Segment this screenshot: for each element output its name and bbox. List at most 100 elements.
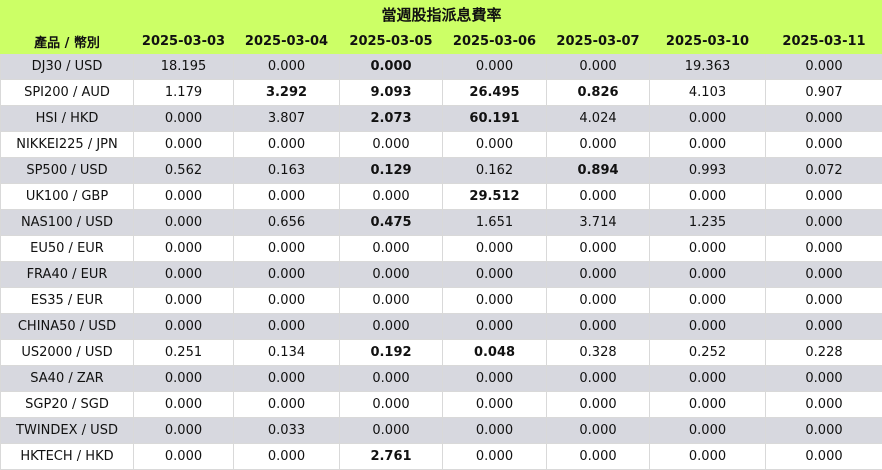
rate-cell: 0.000 [234,392,340,418]
rate-cell: 0.000 [340,236,443,262]
rate-cell: 0.000 [766,392,882,418]
rate-cell: 0.000 [650,106,766,132]
rate-cell: 0.000 [134,210,234,236]
rate-cell: 0.000 [443,444,547,470]
rate-cell: 3.714 [547,210,650,236]
rate-cell: 0.000 [650,132,766,158]
product-cell: NAS100 / USD [1,210,134,236]
rate-cell: 0.000 [650,288,766,314]
rate-cell: 0.993 [650,158,766,184]
rate-cell: 0.000 [340,54,443,80]
rate-cell: 0.328 [547,340,650,366]
rate-cell: 0.000 [650,184,766,210]
product-cell: ES35 / EUR [1,288,134,314]
product-cell: NIKKEI225 / JPN [1,132,134,158]
rate-cell: 0.192 [340,340,443,366]
rate-cell: 0.000 [134,366,234,392]
rate-cell: 0.000 [340,262,443,288]
rate-cell: 0.252 [650,340,766,366]
rate-cell: 0.000 [134,106,234,132]
rate-cell: 2.073 [340,106,443,132]
column-header-product: 產品 / 幣別 [1,29,134,54]
rate-cell: 0.000 [766,366,882,392]
rate-cell: 60.191 [443,106,547,132]
column-header-date: 2025-03-04 [234,29,340,54]
rate-cell: 1.235 [650,210,766,236]
rate-cell: 0.000 [766,132,882,158]
rate-cell: 0.000 [134,184,234,210]
rate-cell: 0.000 [234,288,340,314]
rate-cell: 0.000 [650,444,766,470]
rate-cell: 19.363 [650,54,766,80]
rate-cell: 9.093 [340,80,443,106]
rate-cell: 0.000 [547,314,650,340]
rate-cell: 18.195 [134,54,234,80]
product-cell: TWINDEX / USD [1,418,134,444]
rate-cell: 0.000 [134,132,234,158]
rate-cell: 0.894 [547,158,650,184]
rate-cell: 0.000 [443,418,547,444]
rate-cell: 0.000 [134,444,234,470]
rate-cell: 0.000 [766,236,882,262]
rate-cell: 0.000 [650,236,766,262]
column-header-date: 2025-03-11 [766,29,882,54]
rate-cell: 0.000 [766,106,882,132]
product-cell: FRA40 / EUR [1,262,134,288]
rate-cell: 4.103 [650,80,766,106]
rate-cell: 0.000 [547,444,650,470]
product-cell: SP500 / USD [1,158,134,184]
rate-cell: 0.000 [766,210,882,236]
rate-cell: 0.000 [340,314,443,340]
rate-cell: 0.000 [340,418,443,444]
product-cell: HKTECH / HKD [1,444,134,470]
rate-cell: 3.292 [234,80,340,106]
rate-cell: 0.000 [547,184,650,210]
rate-cell: 26.495 [443,80,547,106]
rate-cell: 0.000 [443,54,547,80]
rate-cell: 0.163 [234,158,340,184]
rate-cell: 0.000 [134,392,234,418]
rate-cell: 0.000 [443,132,547,158]
column-header-date: 2025-03-10 [650,29,766,54]
rate-cell: 0.000 [234,262,340,288]
rate-cell: 0.000 [650,262,766,288]
rate-cell: 0.000 [134,288,234,314]
product-cell: DJ30 / USD [1,54,134,80]
rate-cell: 0.129 [340,158,443,184]
rate-cell: 0.000 [134,236,234,262]
rate-cell: 0.907 [766,80,882,106]
rate-cell: 0.475 [340,210,443,236]
rate-cell: 0.000 [134,314,234,340]
rate-cell: 0.000 [547,262,650,288]
rate-cell: 0.251 [134,340,234,366]
rate-cell: 0.228 [766,340,882,366]
product-cell: CHINA50 / USD [1,314,134,340]
rate-cell: 0.000 [547,54,650,80]
rate-cell: 0.000 [547,288,650,314]
rate-cell: 0.000 [234,132,340,158]
rate-cell: 0.000 [134,418,234,444]
rate-cell: 0.162 [443,158,547,184]
product-cell: EU50 / EUR [1,236,134,262]
rate-cell: 0.000 [234,444,340,470]
rate-cell: 0.134 [234,340,340,366]
rate-cell: 4.024 [547,106,650,132]
rate-cell: 1.651 [443,210,547,236]
rate-cell: 0.000 [443,262,547,288]
rate-cell: 0.000 [340,366,443,392]
